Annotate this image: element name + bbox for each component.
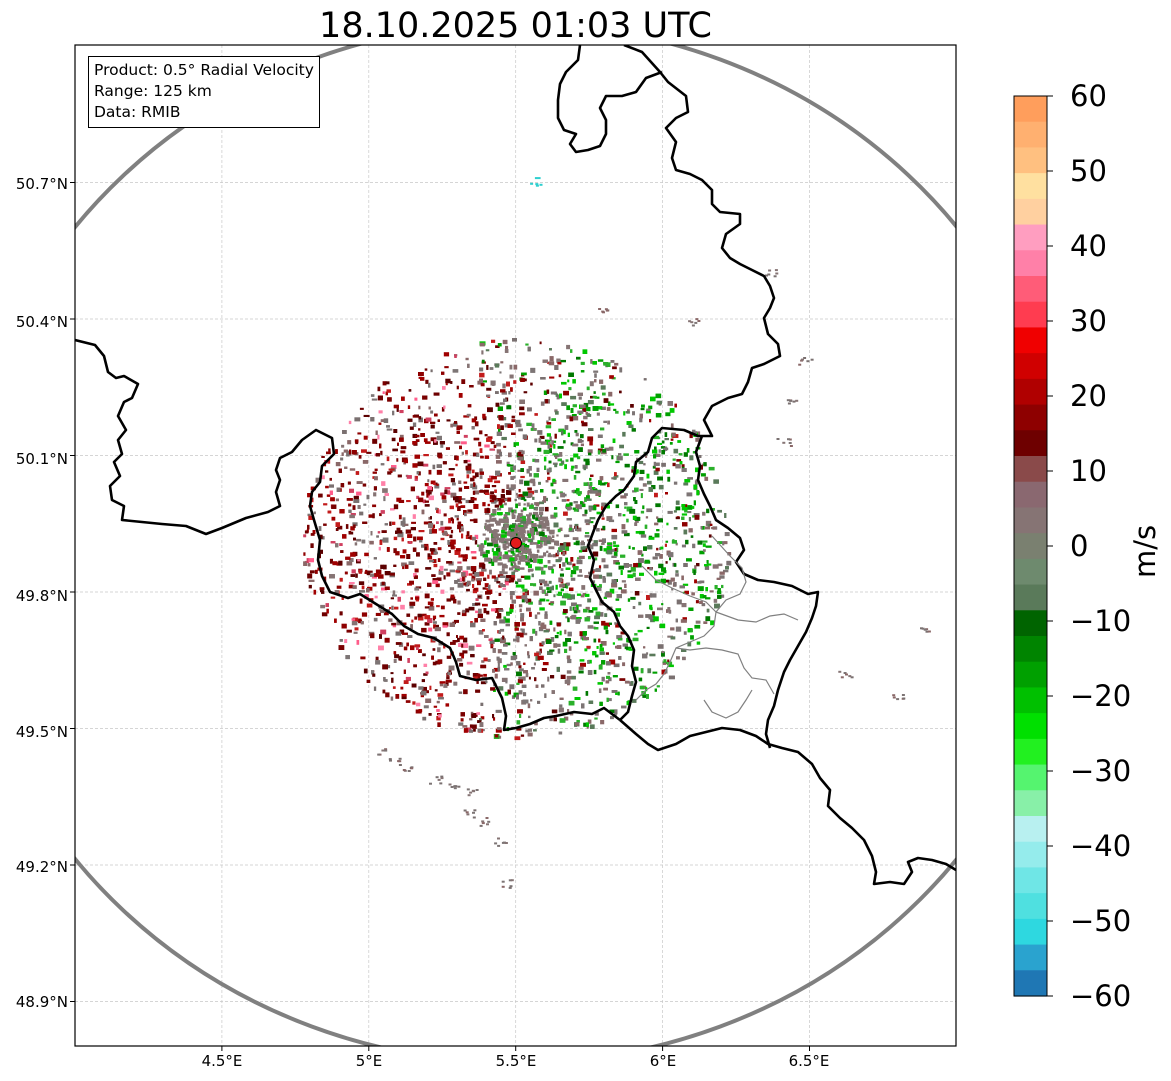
y-tick-label: 48.9°N [15, 993, 68, 1011]
y-tick-label: 50.4°N [15, 313, 68, 331]
info-data-source: Data: RMIB [94, 103, 181, 121]
y-tick-label: 49.5°N [15, 723, 68, 741]
colorbar-tick-label: −60 [1070, 979, 1132, 1013]
colorbar-segment [1014, 533, 1047, 560]
colorbar-segment [1014, 276, 1047, 303]
x-tick-label: 5.5°E [495, 1052, 537, 1070]
colorbar-segment [1014, 893, 1047, 920]
colorbar-segment [1014, 970, 1047, 997]
colorbar-segment [1014, 378, 1047, 406]
colorbar-tick-label: 40 [1070, 229, 1107, 263]
chart-title: 18.10.2025 01:03 UTC [319, 6, 712, 46]
y-tick-label: 49.8°N [15, 587, 68, 605]
colorbar-segment [1014, 430, 1047, 457]
colorbar-segment [1014, 584, 1047, 611]
colorbar-segment [1014, 944, 1047, 971]
y-tick-label: 49.2°N [15, 858, 68, 876]
colorbar-segment [1014, 867, 1047, 894]
colorbar-segment [1014, 301, 1047, 329]
colorbar-tick-label: −30 [1070, 754, 1132, 788]
colorbar-segment [1014, 918, 1047, 946]
colorbar-segment [1014, 816, 1047, 843]
colorbar-segment [1014, 147, 1047, 174]
colorbar-segment [1014, 96, 1047, 123]
x-tick-label: 6°E [649, 1052, 677, 1070]
colorbar-tick-label: 60 [1070, 79, 1107, 113]
colorbar-segment [1014, 250, 1047, 277]
y-tick-label: 50.7°N [15, 175, 68, 193]
colorbar-segment [1014, 713, 1047, 740]
colorbar-segment [1014, 738, 1047, 766]
colorbar-segment [1014, 456, 1047, 483]
colorbar-tick-label: 0 [1070, 529, 1089, 563]
x-tick-label: 6.5°E [788, 1052, 830, 1070]
info-range: Range: 125 km [94, 82, 212, 100]
colorbar-segment [1014, 507, 1047, 534]
colorbar-tick-label: −50 [1070, 904, 1132, 938]
country-borders [75, 45, 956, 886]
colorbar-segment [1014, 404, 1047, 431]
colorbar-segment [1014, 198, 1047, 226]
colorbar-tick-label: 20 [1070, 379, 1107, 413]
colorbar-segment [1014, 558, 1047, 586]
province-borders [635, 535, 799, 719]
colorbar-unit-label: m/s [1128, 524, 1162, 578]
x-tick-label: 5°E [355, 1052, 383, 1070]
colorbar-segment [1014, 353, 1047, 380]
y-tick-label: 50.1°N [15, 450, 68, 468]
info-box: Product: 0.5° Radial Velocity Range: 125… [88, 56, 320, 128]
x-tick-label: 4.5°E [201, 1052, 243, 1070]
colorbar-tick-label: −10 [1070, 604, 1132, 638]
colorbar-segment [1014, 481, 1047, 509]
colorbar-segment [1014, 661, 1047, 689]
colorbar-tick-label: 30 [1070, 304, 1107, 338]
colorbar-tick-label: −40 [1070, 829, 1132, 863]
colorbar-tick-label: 50 [1070, 154, 1107, 188]
colorbar-segment [1014, 173, 1047, 200]
info-product: Product: 0.5° Radial Velocity [94, 61, 314, 79]
colorbar-segment [1014, 327, 1047, 354]
colorbar-segment [1014, 687, 1047, 714]
colorbar-tick-label: 10 [1070, 454, 1107, 488]
colorbar-segment [1014, 224, 1047, 251]
colorbar-segment [1014, 841, 1047, 869]
colorbar-segment [1014, 636, 1047, 663]
colorbar [1013, 95, 1053, 997]
colorbar-segment [1014, 610, 1047, 637]
radar-site-marker [510, 537, 522, 549]
colorbar-segment [1014, 790, 1047, 817]
colorbar-segment [1014, 764, 1047, 791]
colorbar-segment [1014, 121, 1047, 149]
colorbar-tick-label: −20 [1070, 679, 1132, 713]
